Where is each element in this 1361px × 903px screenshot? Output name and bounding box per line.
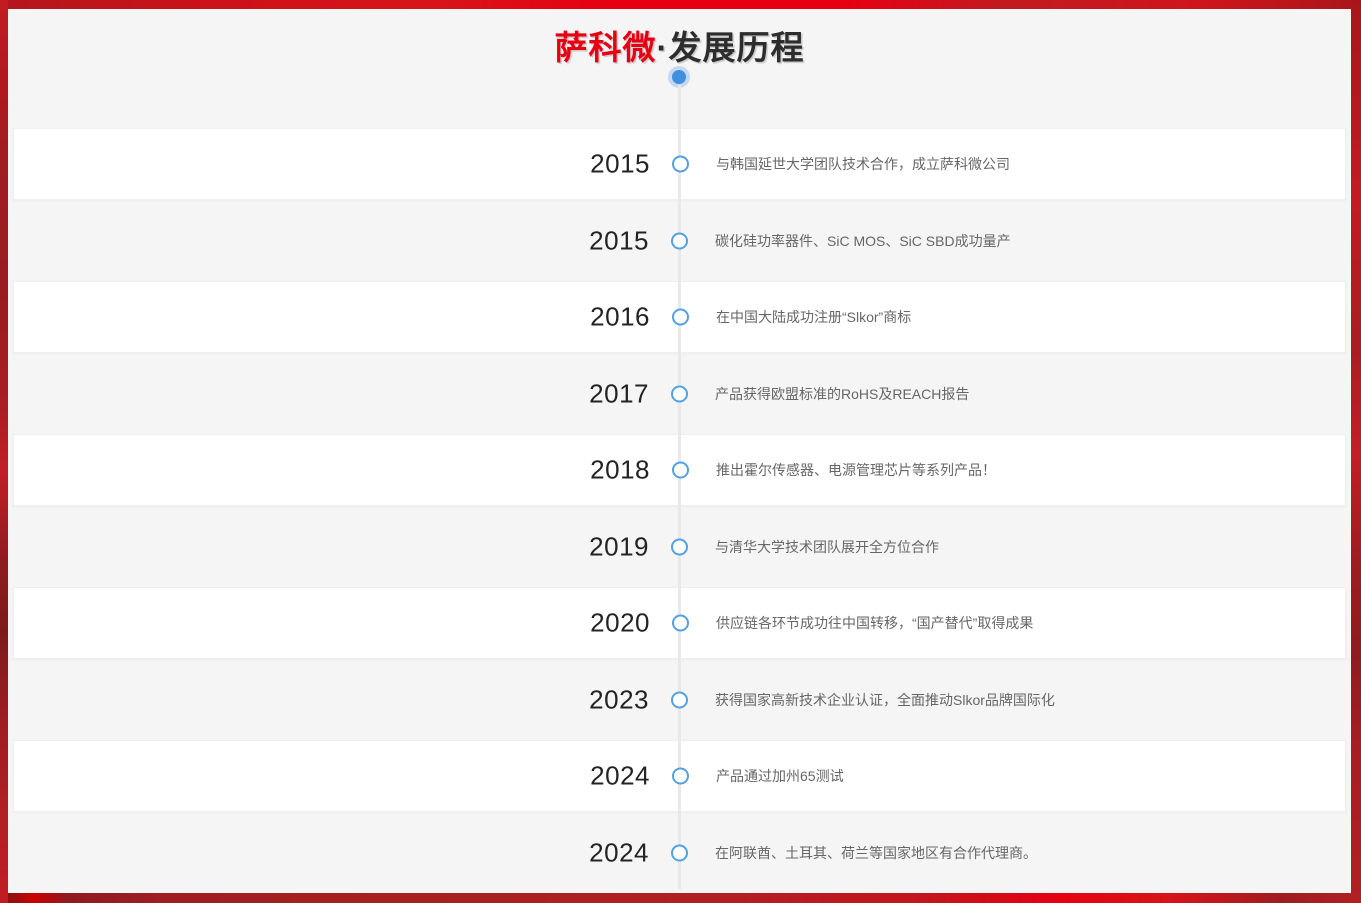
timeline-year: 2018 (590, 454, 650, 485)
page-title-rest: ·发展历程 (656, 29, 805, 66)
timeline-row: 2019 与清华大学技术团队展开全方位合作 (13, 511, 1346, 583)
timeline-row: 2024 在阿联酋、土耳其、荷兰等国家地区有合作代理商。 (13, 817, 1346, 889)
timeline-year: 2024 (589, 837, 649, 867)
timeline-year: 2015 (590, 148, 650, 179)
timeline-node-icon (671, 691, 688, 708)
red-border-bottom (0, 893, 1361, 903)
timeline-node-icon (671, 844, 688, 861)
timeline-year: 2019 (589, 531, 649, 561)
page-header: 萨科微·发展历程 (8, 9, 1351, 128)
page-title: 萨科微·发展历程 (8, 9, 1351, 69)
timeline-description: 碳化硅功率器件、SiC MOS、SiC SBD成功量产 (715, 232, 1011, 249)
timeline-year: 2015 (589, 225, 649, 255)
timeline-description: 在阿联酋、土耳其、荷兰等国家地区有合作代理商。 (715, 844, 1037, 861)
timeline-description: 与清华大学技术团队展开全方位合作 (715, 538, 939, 555)
timeline-row: 2023 获得国家高新技术企业认证，全面推动Slkor品牌国际化 (13, 664, 1346, 736)
timeline-description: 与韩国延世大学团队技术合作，成立萨科微公司 (716, 156, 1010, 172)
timeline-page: 萨科微·发展历程 2015 与韩国延世大学团队技术合作，成立萨科微公司 2015… (8, 9, 1351, 893)
timeline-description: 在中国大陆成功注册“Slkor”商标 (716, 309, 912, 325)
timeline-year: 2020 (590, 607, 650, 638)
timeline-node-icon (671, 232, 688, 249)
red-border-left (0, 0, 8, 903)
timeline-vertical-line (678, 85, 681, 889)
timeline-node-icon (672, 155, 689, 173)
timeline-description: 产品通过加州65测试 (716, 768, 844, 784)
timeline-year: 2016 (590, 301, 650, 332)
timeline-node-icon (672, 767, 689, 785)
red-border-right (1351, 0, 1361, 903)
timeline-start-dot-icon (668, 66, 690, 88)
timeline-node-icon (672, 308, 689, 326)
timeline-year: 2017 (589, 378, 649, 408)
timeline-description: 推出霍尔传感器、电源管理芯片等系列产品！ (716, 462, 996, 478)
timeline-node-icon (672, 614, 689, 632)
timeline-description: 获得国家高新技术企业认证，全面推动Slkor品牌国际化 (715, 691, 1055, 708)
timeline-year: 2023 (589, 684, 649, 714)
timeline-node-icon (671, 385, 688, 402)
timeline-row: 2017 产品获得欧盟标准的RoHS及REACH报告 (13, 358, 1346, 430)
timeline: 2015 与韩国延世大学团队技术合作，成立萨科微公司 2015 碳化硅功率器件、… (8, 85, 1351, 893)
timeline-description: 供应链各环节成功往中国转移，“国产替代”取得成果 (716, 615, 1034, 631)
timeline-node-icon (671, 538, 688, 555)
timeline-description: 产品获得欧盟标准的RoHS及REACH报告 (715, 385, 970, 402)
timeline-node-icon (672, 461, 689, 479)
page-title-brand: 萨科微 (554, 29, 657, 66)
red-border-top (0, 0, 1361, 9)
timeline-row: 2015 碳化硅功率器件、SiC MOS、SiC SBD成功量产 (13, 205, 1346, 277)
timeline-year: 2024 (590, 760, 650, 791)
